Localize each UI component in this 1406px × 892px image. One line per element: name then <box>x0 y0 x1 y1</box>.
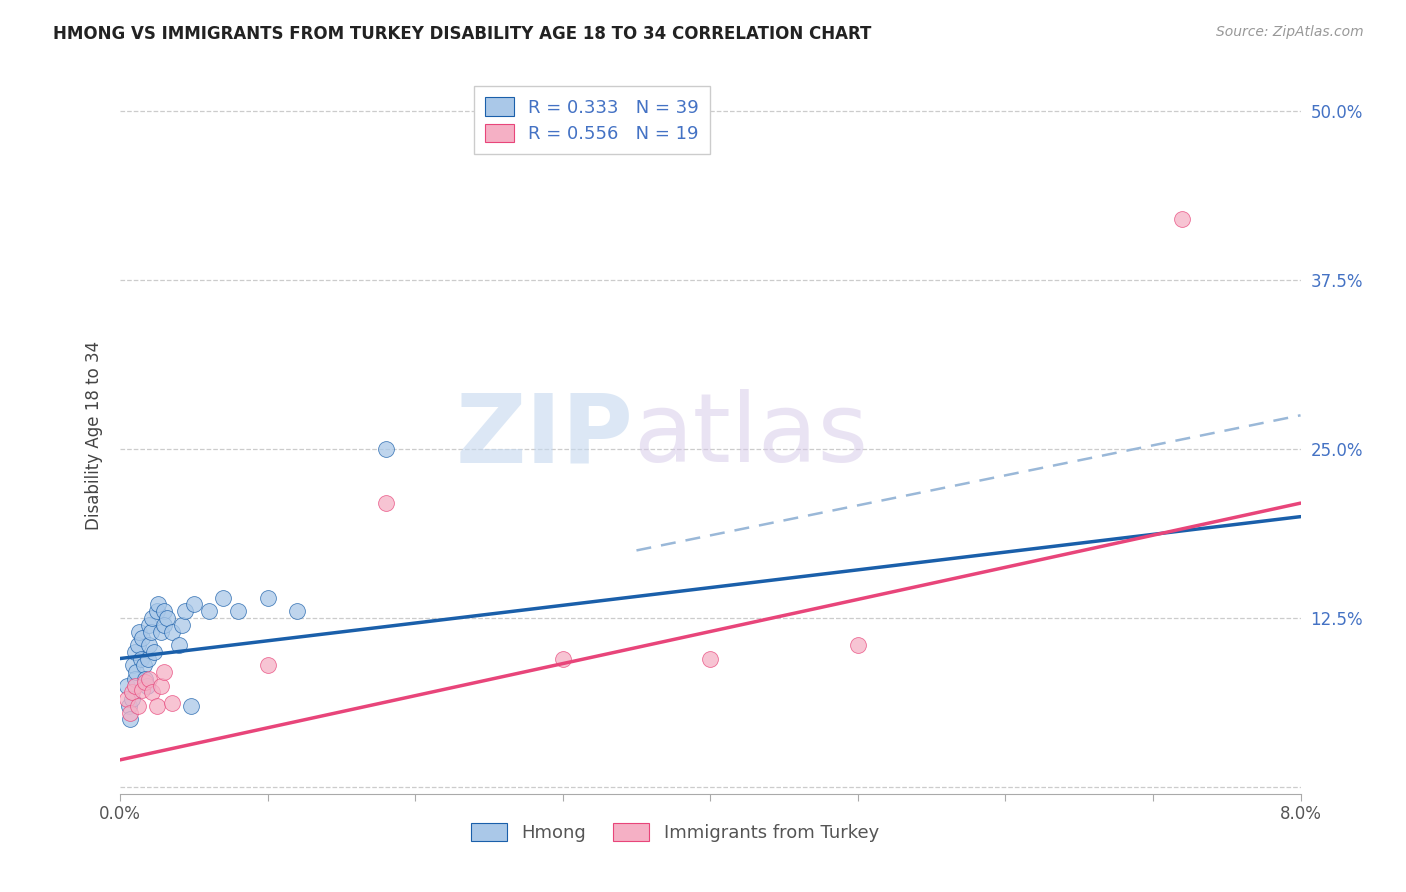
Point <box>138 672 160 686</box>
Point <box>285 604 308 618</box>
Point <box>256 591 278 605</box>
Y-axis label: Disability Age 18 to 34: Disability Age 18 to 34 <box>86 341 103 530</box>
Point <box>117 679 139 693</box>
Point <box>174 604 197 618</box>
Point <box>374 496 396 510</box>
Point <box>122 658 145 673</box>
Point <box>138 617 160 632</box>
Point <box>197 604 219 618</box>
Point <box>183 598 205 612</box>
Point <box>256 658 278 673</box>
Point <box>153 604 176 618</box>
Point <box>212 591 235 605</box>
Point <box>699 651 721 665</box>
Point <box>846 638 869 652</box>
Text: ZIP: ZIP <box>456 389 634 482</box>
Point <box>374 442 396 456</box>
Text: Source: ZipAtlas.com: Source: ZipAtlas.com <box>1216 25 1364 39</box>
Point <box>170 617 193 632</box>
Point <box>131 682 153 697</box>
Point <box>118 698 141 713</box>
Point <box>153 665 176 679</box>
Point <box>129 651 152 665</box>
Point <box>125 665 148 679</box>
Point <box>121 685 143 699</box>
Point <box>124 679 146 693</box>
Point <box>146 698 169 713</box>
Point <box>156 611 179 625</box>
Text: atlas: atlas <box>634 389 869 482</box>
Point <box>139 624 162 639</box>
Point <box>167 638 190 652</box>
Point <box>1171 212 1194 227</box>
Point <box>146 604 169 618</box>
Point <box>127 698 149 713</box>
Point <box>141 611 163 625</box>
Point <box>150 679 173 693</box>
Point <box>120 712 142 726</box>
Point <box>148 598 170 612</box>
Point <box>124 672 146 686</box>
Point <box>180 698 202 713</box>
Point <box>134 672 156 686</box>
Point <box>131 632 153 646</box>
Point <box>141 685 163 699</box>
Point <box>138 638 160 652</box>
Text: HMONG VS IMMIGRANTS FROM TURKEY DISABILITY AGE 18 TO 34 CORRELATION CHART: HMONG VS IMMIGRANTS FROM TURKEY DISABILI… <box>53 25 872 43</box>
Point <box>136 651 159 665</box>
Point <box>226 604 249 618</box>
Point <box>117 692 139 706</box>
Point <box>150 624 173 639</box>
Point <box>160 624 183 639</box>
Point <box>127 638 149 652</box>
Point <box>153 617 176 632</box>
Point <box>160 696 183 710</box>
Point <box>135 679 157 693</box>
Point <box>551 651 574 665</box>
Point <box>128 624 150 639</box>
Point <box>120 706 142 720</box>
Point <box>121 692 143 706</box>
Legend: R = 0.333   N = 39, R = 0.556   N = 19: R = 0.333 N = 39, R = 0.556 N = 19 <box>474 87 710 154</box>
Point <box>134 674 156 689</box>
Point <box>124 645 146 659</box>
Point <box>142 645 165 659</box>
Point <box>132 658 155 673</box>
